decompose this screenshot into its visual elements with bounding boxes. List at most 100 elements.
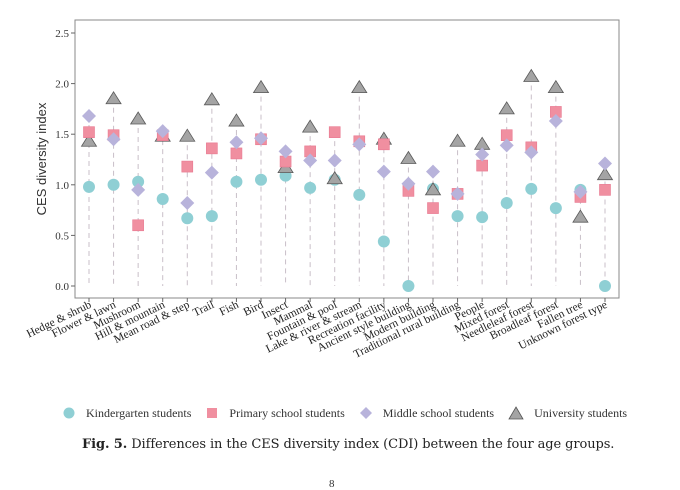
middle-point (548, 114, 563, 129)
x-tick-label: Fish (218, 299, 241, 319)
caption-text: Differences in the CES diversity index (… (131, 437, 615, 452)
diamond-marker-icon (359, 407, 372, 419)
middle-point (180, 196, 195, 211)
y-tick-label: 0.0 (55, 281, 69, 293)
middle-point (204, 165, 219, 180)
legend: Kindergarten students Primary school stu… (62, 404, 662, 422)
kindergarten-point (377, 235, 390, 248)
middle-point (524, 145, 539, 160)
triangle-marker-icon (508, 406, 524, 420)
kindergarten-point (476, 211, 489, 224)
x-tick-label: Trail (191, 299, 216, 319)
kindergarten-point (599, 280, 611, 292)
middle-point (450, 186, 465, 201)
legend-label: Kindergarten students (86, 405, 192, 420)
y-tick-label: 0.5 (55, 230, 69, 242)
university-point (523, 68, 540, 82)
primary-point (230, 147, 243, 160)
y-axis-title: CES diversity index (34, 102, 49, 215)
y-tick-label: 1.5 (55, 129, 69, 141)
square-marker-icon (207, 408, 218, 418)
university-point (129, 111, 147, 125)
university-point (498, 101, 515, 115)
legend-item-primary: Primary school students (205, 405, 345, 421)
kindergarten-point (230, 175, 243, 188)
primary-point (476, 159, 488, 172)
kindergarten-point (205, 210, 218, 223)
middle-point (376, 164, 391, 179)
university-point (547, 79, 565, 94)
primary-point (427, 202, 439, 214)
university-point (179, 128, 196, 142)
kindergarten-point (451, 210, 464, 223)
primary-point (206, 142, 218, 155)
primary-point (378, 138, 390, 151)
university-point (351, 79, 368, 94)
middle-point (82, 108, 96, 123)
university-point (424, 182, 442, 196)
kindergarten-point (83, 180, 95, 193)
university-point (228, 113, 245, 127)
university-point (572, 209, 589, 223)
kindergarten-point (304, 181, 317, 194)
plot-frame (74, 19, 620, 299)
kindergarten-point (402, 280, 415, 292)
primary-point (83, 126, 95, 138)
middle-point (106, 132, 121, 147)
legend-label: Middle school students (382, 405, 495, 420)
middle-point (352, 137, 367, 152)
kindergarten-point (353, 188, 366, 201)
university-point (203, 92, 221, 106)
primary-point (328, 126, 341, 138)
middle-point (499, 138, 514, 153)
droplines (88, 76, 606, 286)
primary-point (599, 184, 611, 196)
circle-marker-icon (63, 407, 75, 419)
y-tick-label: 2.0 (55, 79, 69, 91)
figure-caption: Fig. 5. Differences in the CES diversity… (82, 437, 614, 452)
legend-item-kindergarten: Kindergarten students (62, 406, 191, 421)
kindergarten-point (107, 178, 120, 191)
y-tick-label: 2.5 (55, 28, 69, 40)
middle-point (278, 144, 293, 159)
middle-point (573, 184, 588, 199)
university-point (449, 133, 466, 147)
primary-point (181, 160, 194, 173)
university-point (252, 79, 270, 94)
legend-label: Primary school students (229, 405, 345, 420)
legend-item-middle: Middle school students (359, 406, 494, 421)
kindergarten-point (500, 197, 513, 210)
university-point (326, 170, 343, 185)
markers (80, 68, 614, 292)
middle-point (155, 124, 170, 139)
middle-point (303, 153, 318, 168)
middle-point (229, 135, 244, 150)
y-tick-label: 1.0 (55, 180, 69, 192)
kindergarten-point (156, 192, 169, 205)
primary-point (132, 219, 144, 232)
middle-point (426, 164, 440, 179)
middle-point (401, 176, 416, 191)
legend-item-university: University students (508, 406, 627, 421)
middle-point (131, 182, 146, 197)
kindergarten-point (549, 202, 562, 215)
middle-point (254, 131, 268, 146)
middle-point (475, 147, 490, 162)
middle-point (327, 153, 342, 168)
legend-label: University students (534, 405, 628, 420)
university-point (80, 133, 98, 147)
kindergarten-point (255, 173, 267, 186)
kindergarten-point (525, 182, 538, 195)
y-axis: 0.0 0.5 1.0 1.5 2.0 2.5 (55, 28, 75, 293)
university-point (596, 166, 614, 181)
university-point (105, 91, 122, 105)
caption-prefix: Fig. 5. (82, 437, 128, 452)
middle-point (598, 156, 612, 171)
page-number: 8 (329, 478, 335, 490)
kindergarten-point (132, 175, 145, 188)
kindergarten-point (181, 212, 194, 225)
university-point (301, 119, 319, 133)
university-point (400, 150, 417, 164)
